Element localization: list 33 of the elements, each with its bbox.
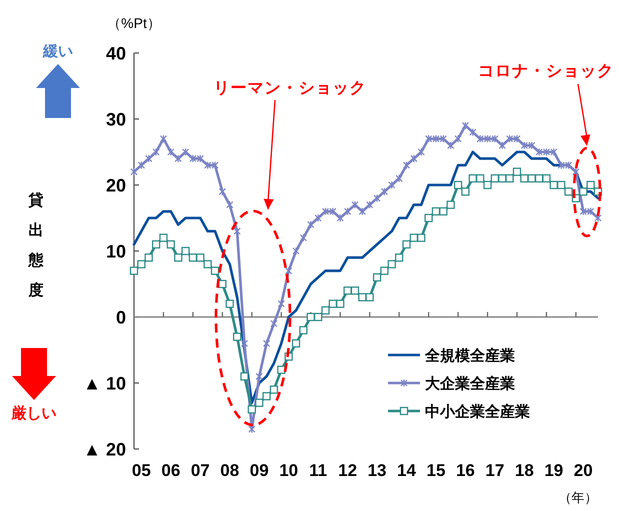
legend-label: 大企業全産業	[425, 374, 515, 392]
annotation: リーマン・ショック	[214, 80, 366, 97]
x-tick-label: 10	[279, 461, 298, 480]
legend-label: 全規模全産業	[424, 346, 515, 364]
y-tick-label: 0	[116, 307, 126, 328]
x-tick-label: 11	[309, 461, 328, 480]
x-tick-label: 17	[485, 461, 504, 480]
y-tick-label: 20	[106, 175, 126, 196]
x-tick-label: 07	[190, 461, 210, 480]
x-tick-label: 20	[574, 461, 593, 480]
text: （%Pt）	[107, 15, 161, 31]
y-tick-label: 40	[106, 43, 126, 64]
y-tick-label: 30	[106, 109, 126, 130]
x-tick-label: 18	[514, 461, 534, 480]
y-tick-label: ▲ 10	[83, 373, 126, 394]
x-tick-label: 08	[220, 461, 240, 480]
x-axis-title: （年）	[558, 490, 598, 505]
legend-label: 中小企業全産業	[425, 402, 530, 420]
x-tick-label: 14	[397, 461, 416, 480]
x-tick-label: 15	[426, 461, 446, 480]
x-tick-label: 16	[456, 461, 475, 480]
text: 厳しい	[10, 404, 56, 422]
x-tick-label: 13	[368, 461, 387, 480]
x-tick-label: 05	[132, 461, 151, 480]
y-tick-label: 10	[106, 241, 126, 262]
x-tick-label: 19	[544, 461, 564, 480]
y-tick-label: ▲ 20	[83, 439, 126, 460]
annotation: コロナ・ショック	[478, 63, 614, 80]
x-tick-label: 06	[161, 461, 180, 480]
x-tick-label: 09	[250, 461, 269, 480]
x-tick-label: 12	[338, 461, 358, 480]
text: 緩い	[42, 43, 73, 60]
y-axis-title: 貸出態度	[28, 191, 44, 299]
